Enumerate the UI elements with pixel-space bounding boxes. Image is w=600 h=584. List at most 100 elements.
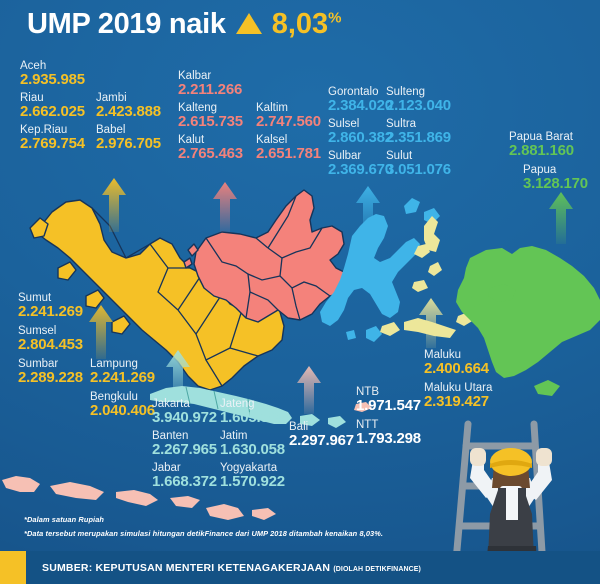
region-value: 3.940.972 — [152, 409, 217, 427]
region-value: 2.369.670 — [328, 161, 393, 179]
region-value: 2.211.266 — [178, 81, 243, 99]
region-name: Kalbar — [178, 70, 212, 82]
region-value: 2.881.160 — [509, 142, 574, 160]
label-bali: Bali 2.297.967 — [289, 421, 354, 449]
region-name: Kalsel — [256, 134, 288, 147]
label-row: Kalteng 2.615.735 Kaltim 2.747.560 — [178, 102, 334, 130]
region-value: 1.570.922 — [220, 473, 285, 491]
map-java — [150, 386, 346, 428]
region-value: 1.793.298 — [356, 430, 421, 448]
percent-number: 8,03 — [271, 8, 329, 40]
region-value: 2.040.406 — [90, 402, 155, 420]
label-maluku: Maluku 2.400.664 — [424, 349, 492, 377]
label-ntt: NTT 1.793.298 — [356, 419, 421, 447]
label-jatim: Jatim 1.630.058 — [220, 430, 288, 458]
region-name: Papua Barat — [509, 131, 573, 143]
region-name: Jatim — [220, 430, 248, 443]
region-value: 2.769.754 — [20, 135, 85, 153]
region-value: 3.128.170 — [523, 175, 588, 193]
footnotes: *Dalam satuan Rupiah *Data tersebut meru… — [24, 515, 383, 543]
region-name: Jambi — [96, 92, 127, 105]
label-jambi: Jambi 2.423.888 — [96, 92, 172, 120]
percent-value: 8,03% — [272, 10, 342, 39]
label-kaltim: Kaltim 2.747.560 — [256, 102, 334, 130]
region-value: 2.976.705 — [96, 135, 161, 153]
region-name: Sumut — [18, 292, 52, 304]
region-name: Bali — [289, 421, 309, 433]
region-value: 2.615.735 — [178, 113, 243, 131]
label-sultra: Sultra 2.351.869 — [386, 118, 451, 146]
label-sumsel: Sumsel 2.804.453 — [18, 325, 166, 353]
region-value: 2.804.453 — [18, 336, 83, 354]
region-value: 2.765.463 — [178, 145, 243, 163]
region-name: Sumbar — [18, 358, 59, 371]
region-name: Sulteng — [386, 86, 426, 98]
label-kalbar: Kalbar 2.211.266 — [178, 70, 256, 98]
label-sumut: Sumut 2.241.269 — [18, 292, 166, 320]
region-value: 2.123.040 — [386, 97, 451, 115]
region-value: 2.241.269 — [90, 369, 155, 387]
map-papua — [456, 246, 600, 396]
label-row: Sulbar 2.369.670 Sulut 3.051.076 — [328, 150, 451, 179]
region-name: Kaltim — [256, 102, 288, 115]
region-name: Sultra — [386, 118, 417, 131]
region-name: Banten — [152, 430, 189, 443]
label-yogyakarta: Yogyakarta 1.570.922 — [220, 462, 292, 490]
region-name: Yogyakarta — [220, 462, 278, 475]
label-kep-riau: Kep.Riau 2.769.754 — [20, 124, 96, 152]
arrow-up-sulawesi — [356, 186, 380, 238]
arrow-up-sumatra-south — [89, 305, 113, 359]
region-name: Jabar — [152, 462, 181, 475]
region-name: Sumsel — [18, 325, 57, 338]
label-group-sumatra-south: Sumut 2.241.269 Sumsel 2.804.453 Sumbar … — [18, 292, 166, 419]
region-value: 2.651.781 — [256, 145, 321, 163]
label-kalut: Kalut 2.765.463 — [178, 134, 256, 162]
header: UMP 2019 naik 8,03% — [27, 10, 341, 39]
label-sulbar: Sulbar 2.369.670 — [328, 150, 393, 179]
label-maluku-utara: Maluku Utara 2.319.427 — [424, 382, 492, 410]
label-group-maluku: Maluku 2.400.664 Maluku Utara 2.319.427 — [424, 349, 492, 410]
label-row: Gorontalo 2.384.020 Sulteng 2.123.040 — [328, 86, 451, 115]
label-gorontalo: Gorontalo 2.384.020 — [328, 86, 393, 115]
region-name: Lampung — [90, 358, 138, 371]
label-riau: Riau 2.662.025 — [20, 92, 96, 120]
label-kalteng: Kalteng 2.615.735 — [178, 102, 256, 130]
region-value: 2.384.020 — [328, 97, 393, 115]
label-group-bali: Bali 2.297.967 — [289, 421, 354, 449]
region-name: Papua — [523, 164, 557, 177]
region-value: 2.297.967 — [289, 432, 354, 450]
label-row: Kalut 2.765.463 Kalsel 2.651.781 — [178, 134, 334, 162]
footnote-simulation: *Data tersebut merupakan simulasi hitung… — [24, 529, 384, 538]
label-row: Kalbar 2.211.266 — [178, 70, 334, 98]
label-jabar: Jabar 1.668.372 — [152, 462, 220, 490]
region-name: Kep.Riau — [20, 124, 68, 137]
map-kalimantan-borders — [205, 195, 331, 321]
label-group-java: Jakarta 3.940.972 Jateng 1.605.396 Bante… — [152, 398, 292, 490]
label-sulsel: Sulsel 2.860.382 — [328, 118, 393, 146]
source-text: SUMBER: KEPUTUSAN MENTERI KETENAGAKERJAA… — [42, 562, 421, 574]
label-jakarta: Jakarta 3.940.972 — [152, 398, 220, 426]
region-value: 2.935.985 — [20, 71, 85, 89]
region-name: Bengkulu — [90, 391, 138, 404]
label-papua: Papua 3.128.170 — [523, 164, 588, 192]
label-sumbar: Sumbar 2.289.228 — [18, 358, 90, 386]
region-name: Kalut — [178, 134, 205, 147]
region-name: Sulbar — [328, 150, 362, 163]
region-name: NTT — [356, 419, 379, 432]
region-name: Jateng — [220, 398, 255, 410]
region-name: Riau — [20, 92, 44, 105]
label-row: Banten 2.267.965 Jatim 1.630.058 — [152, 430, 292, 458]
triangle-up-icon — [235, 13, 262, 34]
label-row: Sulsel 2.860.382 Sultra 2.351.869 — [328, 118, 451, 146]
page-title: UMP 2019 naik — [27, 8, 226, 40]
source-main: SUMBER: KEPUTUSAN MENTERI KETENAGAKERJAA… — [42, 561, 331, 574]
label-row: Jabar 1.668.372 Yogyakarta 1.570.922 — [152, 462, 292, 490]
label-kalsel: Kalsel 2.651.781 — [256, 134, 334, 162]
label-jateng: Jateng 1.605.396 — [220, 398, 288, 426]
label-lampung: Lampung 2.241.269 — [90, 358, 166, 386]
region-value: 2.662.025 — [20, 103, 85, 121]
region-value: 2.400.664 — [424, 360, 489, 378]
label-group-sumatra-north: Aceh 2.935.985 Riau 2.662.025 Jambi 2.42… — [20, 60, 172, 152]
